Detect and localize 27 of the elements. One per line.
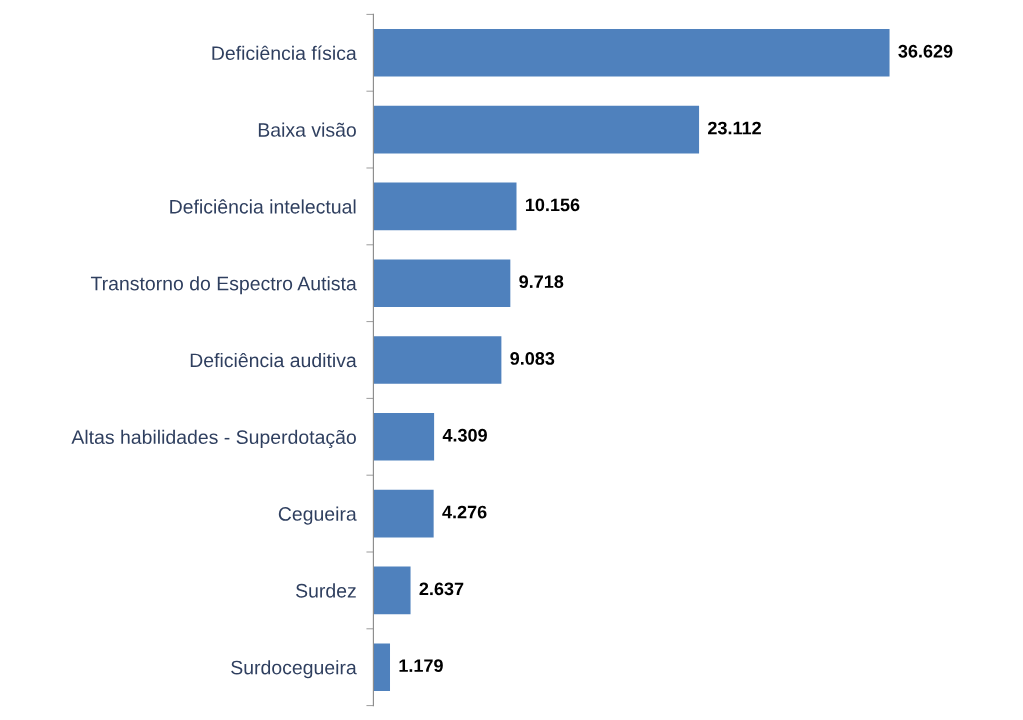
data-label: 4.309 <box>442 428 487 442</box>
data-label: 23.112 <box>708 121 761 135</box>
bar <box>373 259 511 308</box>
bar <box>373 182 517 231</box>
data-label: 2.637 <box>419 582 464 596</box>
bar <box>373 28 890 77</box>
y-tick-label: Deficiência intelectual <box>170 199 356 214</box>
bar <box>373 643 391 692</box>
data-label: 10.156 <box>525 198 580 212</box>
data-label: 1.179 <box>399 659 443 673</box>
data-label: 4.276 <box>442 505 487 519</box>
y-tick-label: Transtorno do Espectro Autista <box>90 276 357 295</box>
y-tick-label: Baixa visão <box>258 122 356 137</box>
bar <box>373 489 434 538</box>
bar <box>373 336 502 384</box>
data-label: 36.629 <box>898 44 953 58</box>
y-tick-label: Surdez <box>296 583 356 598</box>
y-tick-label: Deficiência auditiva <box>190 352 357 368</box>
bar <box>373 105 700 154</box>
data-label: 9.083 <box>510 352 555 365</box>
y-tick-label: Altas habilidades - Superdotação <box>71 429 356 448</box>
bar <box>373 566 411 615</box>
y-tick-label: Cegueira <box>278 506 357 525</box>
bar <box>373 412 435 461</box>
y-tick-label: Deficiência física <box>212 45 357 61</box>
data-label: 9.718 <box>519 275 564 289</box>
y-tick-label: Surdocegueira <box>231 660 357 679</box>
